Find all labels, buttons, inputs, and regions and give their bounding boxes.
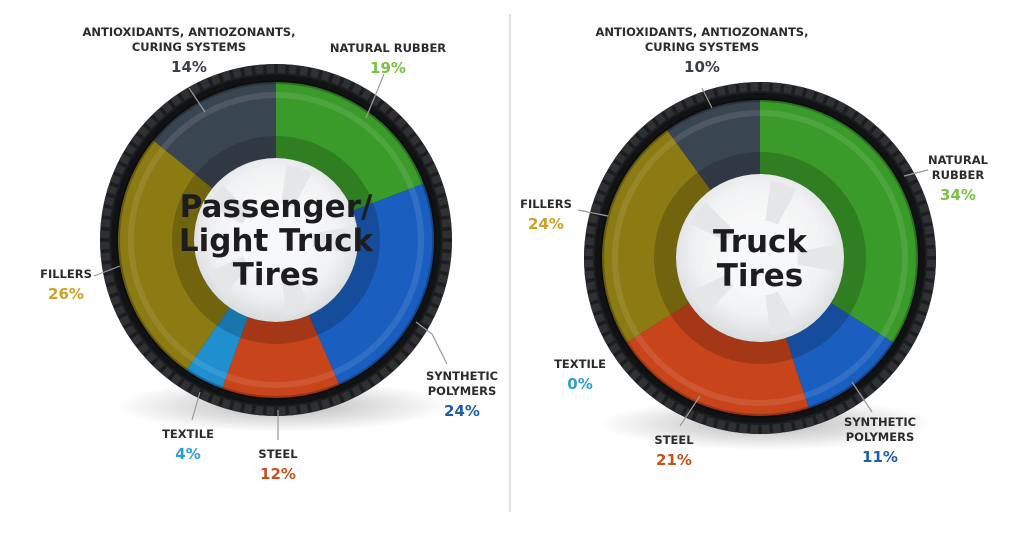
segment-highlight-steel — [635, 334, 806, 406]
slice-percent-synthetic-polymers: 11% — [862, 448, 898, 466]
segment-highlight-synthetic-polymers — [803, 334, 885, 399]
segment-rim — [600, 98, 920, 418]
segment-highlight-fillers — [127, 146, 196, 362]
leader-line-steel — [679, 395, 701, 427]
segment-shade-textile — [217, 307, 248, 338]
chart-title-line: Light Truck — [179, 223, 375, 259]
slice-percent-fillers: 24% — [528, 215, 564, 233]
segment-highlight-natural-rubber — [276, 92, 415, 190]
segment-shade-steel — [670, 303, 793, 364]
slice-label-textile: TEXTILE — [554, 357, 606, 371]
slice-percent-synthetic-polymers: 24% — [444, 402, 480, 420]
leader-line-fillers — [93, 265, 121, 277]
segment-highlight-antioxidants — [673, 110, 760, 144]
segment-highlight-steel — [225, 370, 336, 388]
segment-synthetic-polymers — [785, 303, 894, 409]
slice-label-natural-rubber: NATURAL — [928, 153, 989, 167]
segment-shade-antioxidants — [697, 152, 760, 191]
segment-fillers — [117, 140, 230, 371]
segment-steel — [221, 315, 340, 398]
segment-highlight-antioxidants — [161, 92, 276, 151]
wheel-hub — [722, 220, 798, 296]
tire-tread — [584, 82, 936, 434]
leader-line-synthetic-polymers — [851, 381, 873, 413]
slice-percent-textile: 4% — [175, 445, 200, 463]
segment-highlight-textile — [192, 356, 228, 380]
segment-textile — [186, 307, 248, 389]
slice-label-steel: STEEL — [258, 447, 298, 461]
slice-label-synthetic-polymers: SYNTHETIC — [426, 369, 498, 383]
slice-percent-fillers: 26% — [48, 285, 84, 303]
segment-natural-rubber — [760, 100, 919, 343]
slice-percent-steel: 21% — [656, 451, 692, 469]
slice-label-fillers: FILLERS — [40, 267, 92, 281]
segment-antioxidants — [667, 100, 760, 191]
segment-highlight-synthetic-polymers — [332, 187, 424, 376]
segment-synthetic-polymers — [308, 183, 435, 385]
leader-line-natural-rubber — [365, 73, 385, 119]
slice-label-fillers: FILLERS — [520, 197, 572, 211]
segment-shade-fillers — [172, 174, 230, 326]
tire-tread — [100, 64, 452, 416]
segment-rim — [116, 80, 436, 400]
segment-highlight-natural-rubber — [760, 110, 908, 338]
slice-label-synthetic-polymers: POLYMERS — [428, 384, 497, 398]
slice-percent-antioxidants: 14% — [171, 58, 207, 76]
slice-label-natural-rubber: RUBBER — [932, 168, 985, 182]
chart-title-line: Tires — [717, 258, 804, 294]
slice-percent-antioxidants: 10% — [684, 58, 720, 76]
segment-steel — [626, 303, 809, 417]
slice-percent-steel: 12% — [260, 465, 296, 483]
slice-percent-natural-rubber: 19% — [370, 59, 406, 77]
segment-shade-fillers — [653, 172, 711, 315]
slice-label-steel: STEEL — [654, 433, 694, 447]
leader-line-antioxidants — [188, 87, 206, 113]
slice-label-antioxidants: ANTIOXIDANTS, ANTIOZONANTS, — [83, 25, 296, 39]
chart-title-line: Truck — [713, 224, 808, 260]
slice-label-antioxidants: ANTIOXIDANTS, ANTIOZONANTS, — [596, 25, 809, 39]
leader-line-antioxidants — [701, 87, 713, 109]
segment-shade-antioxidants — [195, 136, 276, 189]
slice-percent-textile: 0% — [567, 375, 592, 393]
slice-percent-natural-rubber: 34% — [940, 186, 976, 204]
slice-label-synthetic-polymers: POLYMERS — [846, 430, 915, 444]
segment-shade-synthetic-polymers — [308, 202, 380, 336]
segment-shade-steel — [240, 315, 318, 344]
wheel-spokes — [207, 164, 352, 316]
leader-line-synthetic-polymers — [415, 321, 448, 365]
wheel-hub — [239, 203, 313, 277]
chart-title-line: Tires — [233, 257, 320, 293]
slice-label-synthetic-polymers: SYNTHETIC — [844, 415, 916, 429]
leader-line-fillers — [577, 209, 609, 217]
segment-shade-natural-rubber — [760, 152, 866, 315]
leader-line-textile — [191, 391, 201, 421]
segment-shade-synthetic-polymers — [785, 303, 850, 359]
segment-shade-natural-rubber — [276, 136, 374, 211]
segment-natural-rubber — [276, 82, 424, 211]
segment-antioxidants — [153, 82, 276, 189]
slice-label-textile: TEXTILE — [162, 427, 214, 441]
wheel-spokes — [689, 180, 838, 336]
leader-line-natural-rubber — [903, 169, 929, 177]
chart-title-line: Passenger/ — [180, 189, 373, 225]
slice-label-antioxidants: CURING SYSTEMS — [132, 40, 246, 54]
segment-fillers — [602, 130, 711, 343]
slice-label-natural-rubber: NATURAL RUBBER — [330, 41, 446, 55]
slice-label-antioxidants: CURING SYSTEMS — [645, 40, 759, 54]
